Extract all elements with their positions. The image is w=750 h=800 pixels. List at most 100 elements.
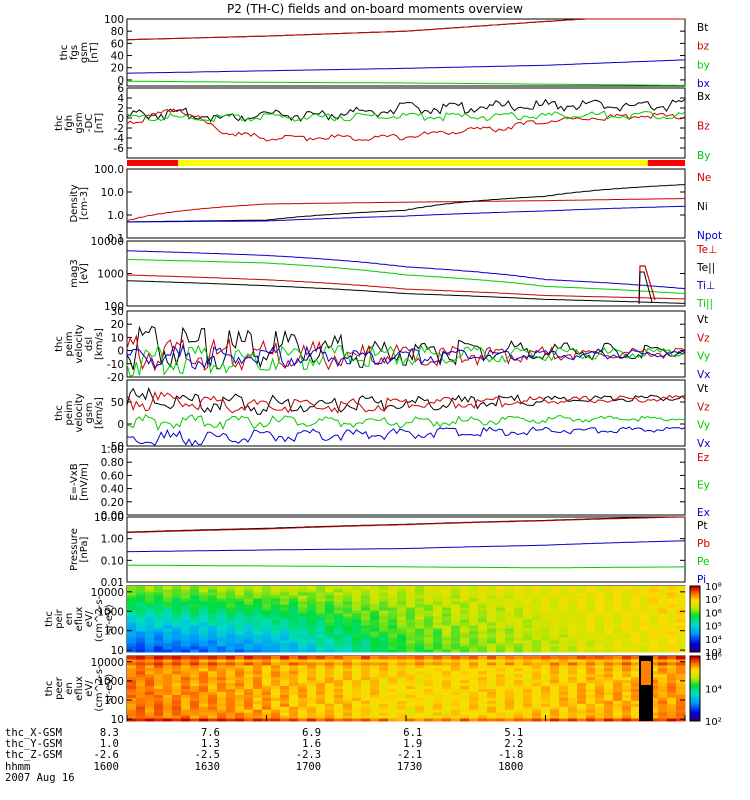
panel-10-heatmap-cell bbox=[622, 694, 632, 698]
panel-9-heatmap-cell bbox=[658, 640, 668, 644]
panel-10-heatmap-cell bbox=[280, 718, 290, 722]
panel-10-heatmap-cell bbox=[586, 691, 596, 695]
panel-9-heatmap-cell bbox=[433, 592, 443, 596]
panel-10-heatmap-cell bbox=[523, 667, 533, 672]
panel-9-heatmap-cell bbox=[442, 619, 452, 623]
panel-10-heatmap-cell bbox=[406, 658, 416, 663]
panel-10-heatmap-cell bbox=[568, 706, 578, 710]
panel-9-heatmap-cell bbox=[478, 625, 488, 629]
panel-4-series-te bbox=[126, 280, 686, 304]
panel-10-heatmap-cell bbox=[190, 712, 200, 716]
panel-9-heatmap-cell bbox=[163, 628, 173, 632]
panel-10-heatmap-cell bbox=[343, 697, 353, 701]
panel-10-heatmap-cell bbox=[280, 703, 290, 707]
panel-5-ylabel: thc bbox=[54, 336, 65, 352]
panel-10-heatmap-cell bbox=[631, 676, 641, 681]
panel-9-heatmap-cell bbox=[406, 598, 416, 602]
panel-10-heatmap-cell bbox=[226, 682, 236, 687]
panel-6-frame bbox=[126, 379, 686, 447]
panel-10-heatmap-cell bbox=[334, 679, 344, 684]
panel-10-heatmap-cell bbox=[181, 688, 191, 692]
panel-10-heatmap-cell bbox=[136, 670, 146, 675]
panel-9-heatmap-cell bbox=[190, 607, 200, 611]
panel-10-heatmap-cell bbox=[217, 709, 227, 713]
panel-9-heatmap-cell bbox=[163, 586, 173, 590]
panel-9-heatmap-cell bbox=[325, 622, 335, 626]
panel-9-heatmap-cell bbox=[433, 634, 443, 638]
panel-9-heatmap-cell bbox=[361, 586, 371, 590]
panel-10-heatmap-cell bbox=[307, 715, 317, 719]
panel-9-heatmap-cell bbox=[631, 634, 641, 638]
panel-10-colorbar-cell bbox=[690, 709, 700, 712]
panel-10-heatmap-cell bbox=[595, 712, 605, 716]
panel-10-heatmap-cell bbox=[523, 718, 533, 722]
panel-7-legend-1: Ey bbox=[697, 480, 710, 492]
panel-7-legend-2: Ex bbox=[697, 507, 710, 519]
panel-9-heatmap-cell bbox=[487, 598, 497, 602]
panel-10-heatmap-cell bbox=[307, 688, 317, 692]
panel-10-heatmap-cell bbox=[487, 676, 497, 681]
panel-10-heatmap-cell bbox=[397, 667, 407, 672]
panel-10-heatmap-cell bbox=[298, 685, 308, 689]
panel-10-heatmap-cell bbox=[604, 712, 614, 716]
panel-1-frame bbox=[126, 87, 686, 159]
panel-9-heatmap-cell bbox=[244, 616, 254, 620]
panel-9-heatmap-cell bbox=[316, 595, 326, 599]
panel-9-heatmap-cell bbox=[406, 589, 416, 593]
panel-3-ytick-label: 100.0 bbox=[94, 164, 124, 176]
panel-10-heatmap-cell bbox=[424, 706, 434, 710]
panel-10-heatmap-cell bbox=[667, 685, 677, 689]
panel-9-heatmap-cell bbox=[199, 646, 209, 650]
panel-10-heatmap-cell bbox=[469, 664, 479, 669]
panel-10-heatmap-cell bbox=[199, 682, 209, 687]
panel-9-heatmap-cell bbox=[487, 592, 497, 596]
panel-10-heatmap-cell bbox=[514, 664, 524, 669]
panel-9-heatmap-cell bbox=[415, 616, 425, 620]
panel-9-heatmap-cell bbox=[424, 622, 434, 626]
panel-9-heatmap-cell bbox=[379, 598, 389, 602]
panel-9-heatmap-cell bbox=[622, 592, 632, 596]
panel-10-heatmap-cell bbox=[532, 715, 542, 719]
panel-10-heatmap-cell bbox=[352, 664, 362, 669]
panel-10-heatmap-cell bbox=[397, 697, 407, 701]
panel-10-heatmap-cell bbox=[406, 688, 416, 692]
panel-9-heatmap-cell bbox=[667, 622, 677, 626]
panel-9-heatmap-cell bbox=[658, 595, 668, 599]
panel-9-heatmap-cell bbox=[424, 637, 434, 641]
panel-4-frame bbox=[126, 240, 686, 307]
panel-9-heatmap-cell bbox=[595, 598, 605, 602]
panel-1-ylabel: thc bbox=[54, 115, 65, 131]
panel-9-heatmap-cell bbox=[280, 613, 290, 617]
panel-9-heatmap-cell bbox=[478, 586, 488, 590]
panel-9-heatmap-cell bbox=[226, 613, 236, 617]
panel-10-heatmap-cell bbox=[505, 667, 515, 672]
panel-10-heatmap-cell bbox=[577, 673, 587, 678]
panel-10-heatmap-cell bbox=[658, 670, 668, 675]
panel-9-heatmap-cell bbox=[361, 592, 371, 596]
panel-10-heatmap-cell bbox=[496, 670, 506, 675]
panel-9-heatmap-cell bbox=[172, 610, 182, 614]
panel-9-heatmap-cell bbox=[496, 601, 506, 605]
panel-10-heatmap-cell bbox=[397, 715, 407, 719]
panel-9-heatmap-cell bbox=[226, 589, 236, 593]
panel-9-heatmap-cell bbox=[298, 646, 308, 650]
panel-10-heatmap-cell bbox=[451, 694, 461, 698]
panel-10-heatmap-cell bbox=[532, 697, 542, 701]
panel-10-heatmap-cell bbox=[595, 691, 605, 695]
panel-9-heatmap-cell bbox=[559, 646, 569, 650]
panel-10-heatmap-cell bbox=[487, 661, 497, 666]
panel-10-heatmap-cell bbox=[181, 709, 191, 713]
panel-10-heatmap-cell bbox=[676, 709, 686, 713]
panel-10-heatmap-cell bbox=[460, 715, 470, 719]
panel-10-heatmap-cell bbox=[505, 700, 515, 704]
panel-9-heatmap-cell bbox=[307, 637, 317, 641]
panel-9-heatmap-cell bbox=[640, 613, 650, 617]
panel-10-heatmap-cell bbox=[415, 656, 425, 660]
panel-10-heatmap-cell bbox=[316, 679, 326, 684]
panel-9-heatmap-cell bbox=[595, 592, 605, 596]
panel-10-heatmap-cell bbox=[208, 694, 218, 698]
panel-9-heatmap-cell bbox=[163, 601, 173, 605]
panel-10-heatmap-cell bbox=[379, 694, 389, 698]
panel-10-heatmap-cell bbox=[613, 691, 623, 695]
panel-10-heatmap-cell bbox=[676, 670, 686, 675]
